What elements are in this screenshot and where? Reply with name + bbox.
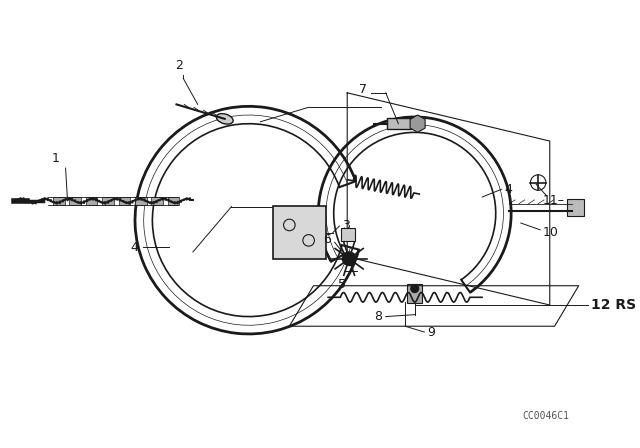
Bar [567,199,584,216]
Bar [407,284,422,303]
Circle shape [342,252,356,266]
Text: 3: 3 [342,220,350,233]
Bar [86,197,97,205]
Text: 8: 8 [374,310,382,323]
Bar [70,197,81,205]
Text: 4: 4 [504,183,512,196]
Text: 7: 7 [358,83,367,96]
Text: 1: 1 [52,152,60,165]
Text: 5: 5 [339,278,346,291]
Text: 2: 2 [175,59,183,72]
Bar [273,206,326,259]
Bar [168,197,179,205]
Text: 4: 4 [130,241,138,254]
Bar [387,118,411,129]
Text: 12 RS: 12 RS [591,298,636,312]
Bar [118,197,130,205]
Bar [135,197,147,205]
Text: 6: 6 [323,233,331,246]
Bar [341,228,355,241]
Bar [152,197,163,205]
Bar [102,197,114,205]
Bar [53,197,65,205]
Ellipse shape [216,114,233,124]
Text: 9: 9 [428,326,435,339]
Text: CC0046C1: CC0046C1 [522,411,569,421]
Circle shape [411,285,419,293]
Text: 10: 10 [543,226,559,239]
Text: 11–: 11– [543,194,565,207]
